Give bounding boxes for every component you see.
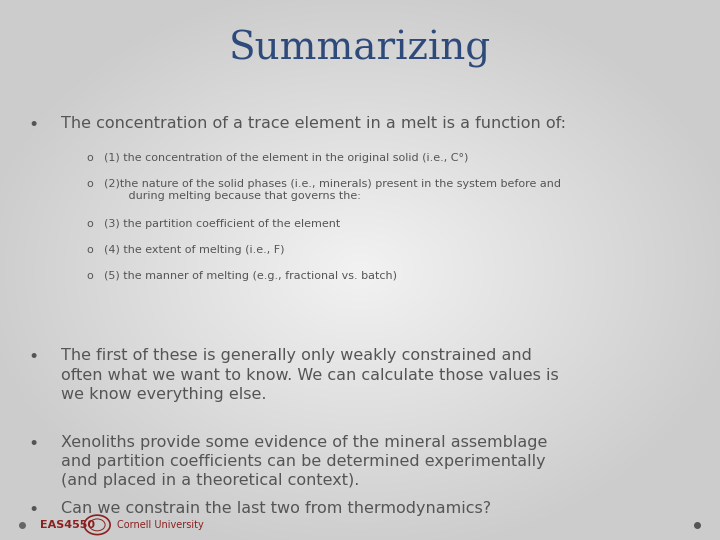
Text: o: o <box>86 219 93 229</box>
Text: o: o <box>86 271 93 281</box>
Text: (4) the extent of melting (i.e., F): (4) the extent of melting (i.e., F) <box>104 245 285 255</box>
Text: The first of these is generally only weakly constrained and
often what we want t: The first of these is generally only wea… <box>61 348 559 402</box>
Text: (2)the nature of the solid phases (i.e., minerals) present in the system before : (2)the nature of the solid phases (i.e.,… <box>104 179 562 201</box>
Text: (1) the concentration of the element in the original solid (i.e., C°): (1) the concentration of the element in … <box>104 153 469 163</box>
Text: o: o <box>86 179 93 189</box>
Text: •: • <box>29 501 39 519</box>
Text: o: o <box>86 245 93 255</box>
Text: EAS4550: EAS4550 <box>40 520 94 530</box>
Text: (3) the partition coefficient of the element: (3) the partition coefficient of the ele… <box>104 219 341 229</box>
Text: Summarizing: Summarizing <box>229 30 491 68</box>
Text: The concentration of a trace element in a melt is a function of:: The concentration of a trace element in … <box>61 116 566 131</box>
Text: o: o <box>86 153 93 163</box>
Text: (5) the manner of melting (e.g., fractional vs. batch): (5) the manner of melting (e.g., fractio… <box>104 271 397 281</box>
Text: •: • <box>29 348 39 366</box>
Text: Can we constrain the last two from thermodynamics?: Can we constrain the last two from therm… <box>61 501 491 516</box>
Text: Cornell University: Cornell University <box>117 520 203 530</box>
Text: •: • <box>29 435 39 453</box>
Text: Xenoliths provide some evidence of the mineral assemblage
and partition coeffici: Xenoliths provide some evidence of the m… <box>61 435 548 488</box>
Text: •: • <box>29 116 39 134</box>
